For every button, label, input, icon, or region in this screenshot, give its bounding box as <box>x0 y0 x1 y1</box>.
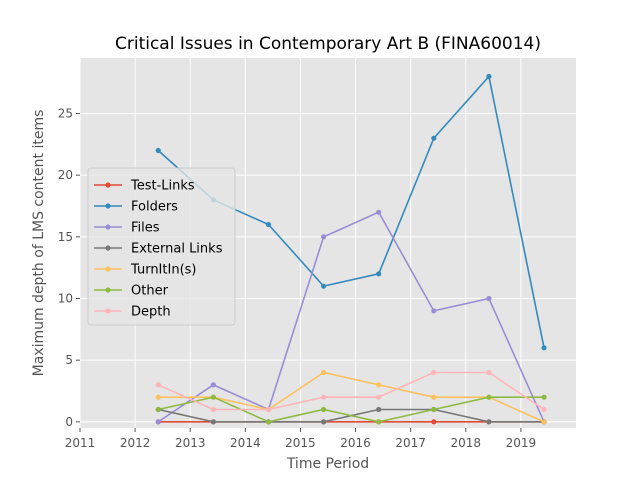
data-point <box>320 234 327 240</box>
legend-marker <box>105 224 111 230</box>
x-tick-label: 2019 <box>506 436 537 450</box>
y-tick-label: 5 <box>65 353 73 367</box>
series-line <box>157 371 545 411</box>
data-point <box>155 147 161 154</box>
chart-title: Critical Issues in Contemporary Art B (F… <box>115 34 541 54</box>
data-point <box>155 406 161 413</box>
data-point <box>376 209 382 215</box>
y-axis-label: Maximum depth of LMS content items <box>31 110 47 377</box>
data-point <box>265 221 272 228</box>
x-tick-label: 2018 <box>451 436 482 450</box>
y-tick-label: 20 <box>58 168 73 182</box>
data-point <box>486 369 492 376</box>
data-point <box>431 406 437 413</box>
data-point <box>431 369 437 376</box>
legend-marker <box>105 287 111 293</box>
y-tick-label: 25 <box>58 107 73 121</box>
data-point <box>320 406 327 413</box>
data-point <box>210 419 216 425</box>
legend-label: Other <box>131 284 169 299</box>
legend-item: Files <box>94 221 160 236</box>
legend-box <box>87 167 236 326</box>
legend-marker <box>105 266 111 272</box>
data-point <box>541 394 547 400</box>
data-point <box>431 394 437 400</box>
legend-marker <box>105 203 111 209</box>
data-point <box>376 394 382 400</box>
data-point <box>320 419 327 425</box>
data-point <box>431 308 437 314</box>
series-line <box>158 396 545 423</box>
legend-marker <box>105 308 111 314</box>
data-point <box>376 382 382 388</box>
x-tick-label: 2015 <box>285 436 316 450</box>
legend-item: Test-Links <box>94 179 195 194</box>
data-point <box>541 419 547 425</box>
data-point <box>486 73 492 80</box>
data-point <box>210 382 216 388</box>
data-point <box>265 419 272 425</box>
series-line <box>157 211 545 423</box>
legend-item: Other <box>94 284 169 299</box>
data-point <box>486 295 492 302</box>
data-point <box>265 406 272 413</box>
y-tick-label: 0 <box>65 415 73 429</box>
x-tick-label: 2014 <box>230 436 261 450</box>
data-point <box>320 394 327 400</box>
x-tick-label: 2016 <box>340 436 371 450</box>
series-depth <box>155 369 547 413</box>
y-tick-label: 10 <box>58 292 73 306</box>
legend-item: Depth <box>94 305 171 320</box>
data-point <box>210 406 216 413</box>
data-point <box>210 394 216 400</box>
x-tick-label: 2011 <box>65 436 96 450</box>
x-tick-label: 2012 <box>120 436 151 450</box>
data-point <box>155 394 161 400</box>
legend-item: Folders <box>94 200 178 215</box>
legend: Test-Links Folders Files External Links Turn… <box>87 167 236 326</box>
data-point <box>486 394 492 400</box>
x-axis-label: Time Period <box>286 456 369 472</box>
data-point <box>376 271 382 277</box>
y-tick-label: 15 <box>58 230 73 244</box>
data-point <box>431 135 437 141</box>
data-point <box>155 382 161 388</box>
legend-label: Test-Links <box>130 179 195 194</box>
legend-item: TurnItIn(s) <box>94 263 196 278</box>
legend-label: External Links <box>131 242 223 257</box>
data-point <box>155 419 161 425</box>
data-point <box>541 406 547 413</box>
y-axis-ticks: 0 5 10 15 20 25 <box>58 107 80 429</box>
legend-marker <box>105 182 111 188</box>
legend-item: External Links <box>94 242 223 257</box>
series-line <box>158 371 545 423</box>
x-tick-label: 2013 <box>175 436 206 450</box>
x-tick-label: 2017 <box>395 436 426 450</box>
data-point <box>431 419 437 425</box>
legend-label: Files <box>131 221 160 236</box>
data-point <box>376 406 382 413</box>
legend-label: Folders <box>131 200 178 215</box>
legend-marker <box>105 245 111 251</box>
data-point <box>320 369 327 376</box>
data-point <box>541 345 547 351</box>
data-point <box>376 419 382 425</box>
data-point <box>486 419 492 425</box>
series-other <box>155 394 547 425</box>
x-axis-ticks: 2011 2012 2013 2014 2015 2016 2017 2018 2019 <box>65 428 536 450</box>
legend-label: TurnItIn(s) <box>130 263 196 278</box>
legend-label: Depth <box>131 305 171 320</box>
data-point <box>320 283 327 289</box>
